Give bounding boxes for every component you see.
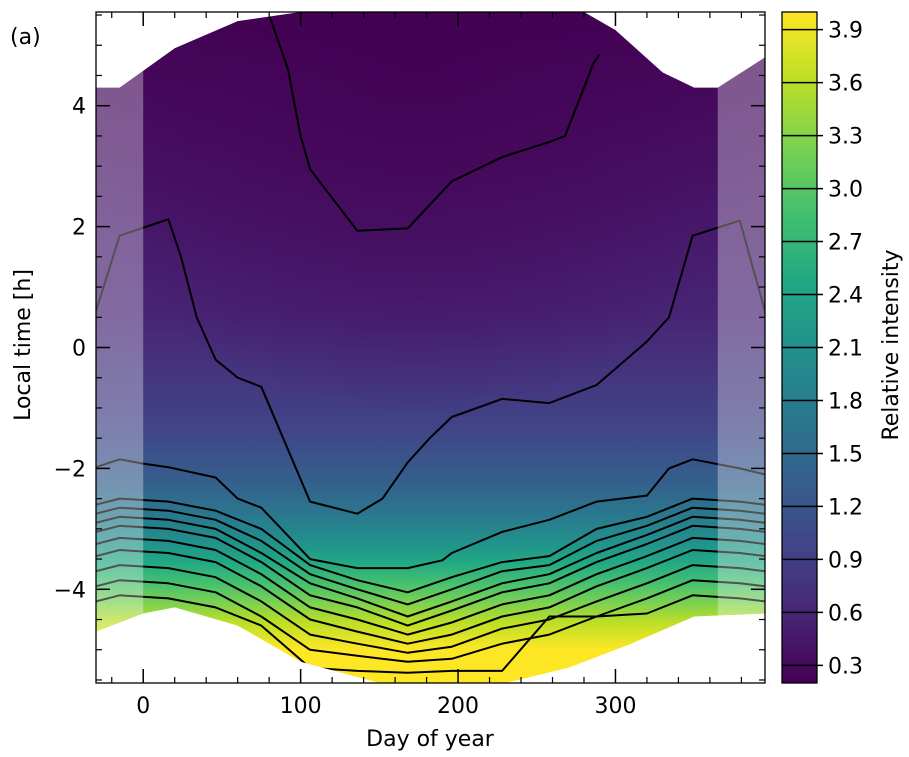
colorbar-tick-label: 1.2	[828, 495, 863, 520]
y-tick-label: −4	[54, 578, 86, 603]
colorbar-label: Relative intensity	[879, 249, 904, 440]
colorbar: 0.30.60.91.21.51.82.12.42.73.03.33.63.9 …	[781, 11, 904, 684]
colorbar-tick-label: 3.0	[828, 178, 863, 203]
panel-label: (a)	[10, 25, 41, 50]
x-tick-label: 200	[437, 694, 479, 719]
contour-line-2.4	[96, 524, 765, 627]
colorbar-ticks: 0.3 0.6 0.9 1.2 1.5 1.8 2.1 2.4 2.7 3.0 3.3 3.6 3.9	[782, 19, 863, 679]
contour-line-2.1	[96, 515, 765, 618]
contour-line-2.7	[96, 536, 765, 636]
contour-line-1.5	[96, 497, 765, 594]
contour-line-1.2	[96, 458, 765, 570]
x-axis: 0 100 200 300	[111, 12, 742, 719]
colorbar-tick-label: 0.6	[828, 601, 863, 626]
no-data-region-top	[96, 12, 765, 88]
colorbar-tick-label: 2.4	[828, 284, 863, 309]
x-axis-label: Day of year	[366, 727, 495, 752]
contour-line-3.9	[96, 594, 765, 674]
y-tick-label: 2	[72, 216, 86, 241]
colorbar-tick-label: 0.3	[828, 654, 863, 679]
y-tick-label: −2	[54, 457, 86, 482]
x-tick-label: 300	[594, 694, 636, 719]
contour-line-3	[96, 549, 765, 645]
no-data-region-bottom	[96, 607, 765, 683]
colorbar-tick-label: 2.1	[828, 337, 863, 362]
y-axis-label: Local time [h]	[11, 269, 36, 421]
contour-line-1.8	[96, 506, 765, 606]
y-axis: −4 −2 0 2 4	[54, 14, 765, 681]
colorbar-tick-label: 3.3	[828, 125, 863, 150]
contour-line-0.6	[268, 14, 601, 232]
colorbar-tick-label: 3.6	[828, 72, 863, 97]
contour-lines	[96, 14, 765, 674]
contour-line-3.6	[96, 579, 765, 663]
colorbar-tick-label: 1.8	[828, 389, 863, 414]
out-of-year-shading	[96, 12, 765, 683]
x-tick-label: 0	[136, 694, 150, 719]
contour-line-3.3	[96, 564, 765, 654]
colorbar-tick-label: 3.9	[828, 19, 863, 44]
intensity-field-core	[96, 12, 765, 683]
y-tick-label: 4	[72, 95, 86, 120]
y-tick-label: 0	[72, 337, 86, 362]
colorbar-tick-label: 0.9	[828, 548, 863, 573]
colorbar-tick-label: 2.7	[828, 231, 863, 256]
colorbar-tick-label: 1.5	[828, 442, 863, 467]
contour-line-0.9	[96, 218, 765, 515]
x-tick-label: 100	[280, 694, 322, 719]
plot-area	[96, 12, 765, 683]
